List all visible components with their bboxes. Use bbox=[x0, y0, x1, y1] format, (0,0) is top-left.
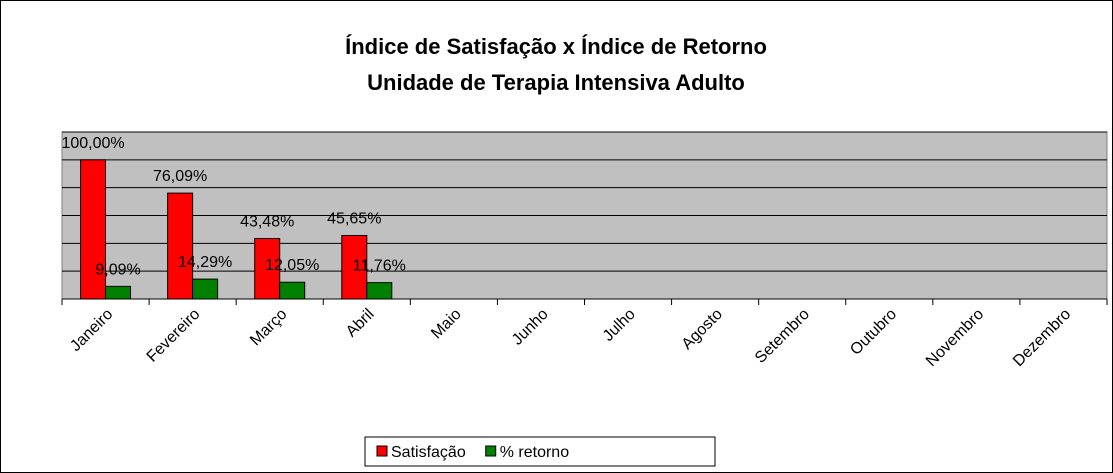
bar bbox=[80, 159, 107, 300]
chart-title: Índice de Satisfação x Índice de Retorno bbox=[345, 34, 767, 59]
data-label: 45,65% bbox=[327, 210, 381, 227]
bar bbox=[105, 285, 132, 300]
chart-subtitle: Unidade de Terapia Intensiva Adulto bbox=[367, 70, 745, 95]
data-label: 9,09% bbox=[95, 261, 140, 278]
data-label: 43,48% bbox=[240, 213, 294, 230]
bar bbox=[341, 234, 368, 300]
data-label: 12,05% bbox=[265, 257, 319, 274]
data-label: 14,29% bbox=[178, 254, 232, 271]
legend-swatch bbox=[376, 445, 388, 457]
legend-swatch bbox=[485, 445, 497, 457]
data-label: 76,09% bbox=[153, 168, 207, 185]
data-label: 11,76% bbox=[353, 258, 406, 275]
bar bbox=[366, 282, 393, 300]
bar bbox=[279, 281, 306, 300]
legend-label: % retorno bbox=[500, 444, 569, 461]
legend-label: Satisfação bbox=[391, 444, 466, 461]
bar bbox=[167, 192, 194, 300]
bar bbox=[254, 237, 281, 300]
bar bbox=[192, 278, 219, 300]
data-label: 100,00% bbox=[61, 135, 124, 152]
legend-box bbox=[364, 436, 716, 467]
